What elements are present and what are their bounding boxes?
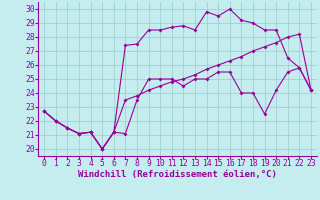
X-axis label: Windchill (Refroidissement éolien,°C): Windchill (Refroidissement éolien,°C): [78, 170, 277, 179]
